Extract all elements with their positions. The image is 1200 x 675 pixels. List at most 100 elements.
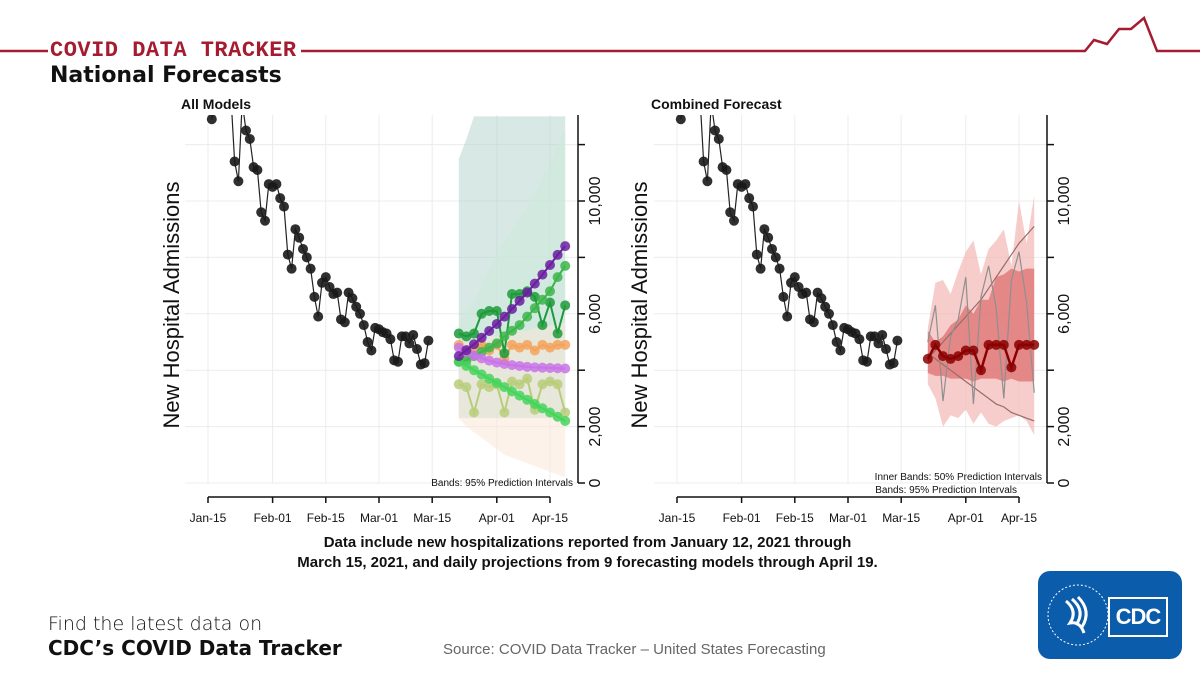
observed-point	[778, 291, 789, 302]
series-model-g-point	[537, 269, 548, 280]
series-model-f-point	[484, 355, 495, 366]
series-model-g-point	[529, 278, 540, 289]
series-model-c-point	[491, 305, 502, 316]
series-model-e-point	[545, 407, 555, 418]
x-tick-label: Jan-15	[190, 511, 227, 525]
combined-forecast-title: Combined Forecast	[651, 96, 782, 112]
x-tick-label: Mar-15	[882, 511, 920, 525]
series-model-a-point	[499, 407, 510, 418]
data-tracker-link[interactable]: CDC’s COVID Data Tracker	[48, 636, 342, 660]
ensemble-median-point	[968, 345, 979, 356]
series-model-e-point	[560, 415, 571, 426]
series-model-c-point	[507, 289, 517, 300]
series-model-e-point	[537, 403, 548, 414]
series-model-f-point	[560, 363, 571, 374]
observed-point	[320, 272, 331, 283]
y-tick-label: 2,000	[1056, 406, 1073, 446]
series-model-f-point	[491, 357, 502, 368]
series-model-g-point	[545, 260, 555, 271]
observed-point	[252, 164, 263, 175]
observed-point	[683, 69, 693, 79]
model-line-falling	[927, 352, 1035, 422]
y-tick-label: 6,000	[587, 294, 604, 334]
caption-line-1: Data include new hospitalizations report…	[323, 534, 852, 551]
series-model-d-point	[514, 320, 525, 331]
series-model-e-point	[514, 390, 525, 401]
observed-point	[393, 356, 403, 367]
observed-point	[423, 335, 434, 346]
series-model-c-point	[545, 297, 555, 308]
observed-point	[385, 334, 396, 345]
series-model-d-point	[484, 342, 495, 353]
observed-point	[305, 263, 316, 274]
series-model-e-point	[469, 365, 479, 376]
observed-point	[358, 320, 369, 331]
series-model-f-point	[522, 361, 533, 372]
hhs-eagle-icon	[1047, 584, 1109, 646]
observed-point	[290, 224, 301, 235]
series-model-a-point	[476, 379, 487, 390]
series-model-d-point	[560, 260, 571, 271]
ensemble-median-point	[1021, 339, 1032, 350]
series-model-b-point	[529, 345, 540, 356]
series-model-b-point	[537, 339, 548, 350]
observed-point	[862, 356, 872, 367]
series-model-d-point	[545, 286, 555, 297]
series-model-e-point	[476, 369, 487, 380]
observed-point	[702, 176, 713, 187]
x-tick-label: Apr-15	[1001, 511, 1037, 525]
ensemble-median-point	[998, 339, 1009, 350]
ensemble-median-point	[1006, 362, 1017, 373]
all-models-title: All Models	[181, 96, 252, 112]
series-model-g-point	[522, 287, 533, 298]
series-model-a-point	[552, 379, 563, 390]
observed-point	[332, 287, 343, 298]
observed-point	[877, 329, 888, 340]
ensemble-median-point	[960, 345, 971, 356]
series-model-c-point	[529, 291, 540, 302]
series-model-g-point	[476, 332, 487, 343]
series-model-b-point	[522, 339, 533, 350]
observed-point	[675, 115, 686, 125]
series-model-d-point	[491, 338, 502, 349]
ensemble-median-point	[945, 353, 956, 364]
observed-point	[233, 176, 244, 187]
all-models-bands-note: Bands: 95% Prediction Intervals	[431, 478, 573, 489]
ensemble-median-point	[930, 339, 941, 350]
series-model-a-point	[484, 382, 495, 393]
series-model-g-point	[560, 241, 571, 252]
observed-point	[229, 156, 240, 167]
header-sparkline	[0, 15, 1200, 53]
observed-point	[888, 358, 899, 369]
series-model-c-point	[552, 328, 563, 339]
observed-point	[241, 125, 251, 136]
cdc-logo-text: CDC	[1108, 597, 1168, 637]
series-model-c-point	[499, 348, 510, 359]
observed-point	[751, 249, 762, 260]
series-model-c-point	[453, 328, 464, 339]
observed-point	[713, 133, 724, 144]
observed-point	[408, 329, 419, 340]
series-model-a-point	[514, 379, 525, 390]
ensemble-median-point	[922, 353, 933, 364]
series-model-c-point	[484, 305, 495, 316]
observed-point	[873, 338, 884, 349]
observed-point	[244, 133, 255, 144]
observed-point	[286, 263, 297, 274]
series-model-f-point	[529, 362, 540, 373]
series-model-a-point	[537, 379, 548, 390]
observed-point	[816, 293, 827, 304]
series-model-g-point	[499, 311, 510, 322]
series-model-f-point	[537, 362, 548, 373]
find-latest-text: Find the latest data on	[48, 613, 263, 635]
x-tick-label: Feb-01	[723, 511, 761, 525]
observed-point	[412, 344, 422, 355]
observed-point	[282, 249, 293, 260]
observed-point	[774, 263, 785, 274]
series-model-b-point	[507, 339, 517, 350]
series-model-c-point	[469, 328, 479, 339]
observed-point	[854, 334, 865, 345]
series-model-g-point	[484, 326, 495, 337]
series-model-e-point	[522, 394, 533, 405]
